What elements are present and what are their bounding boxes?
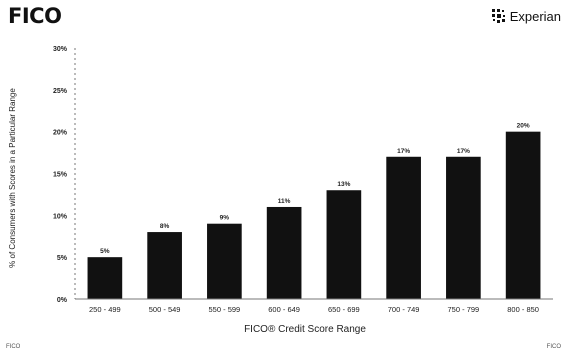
fico-logo: FICO [8, 4, 62, 28]
bar [386, 156, 421, 299]
y-tick-label: 25% [53, 88, 68, 95]
experian-wordmark: Experian [509, 8, 561, 24]
experian-logo: Experian [491, 8, 561, 24]
bar [147, 232, 182, 299]
x-axis-label: FICO® Credit Score Range [244, 324, 366, 335]
y-tick-label: 0% [57, 297, 68, 304]
footer-right-note: FICO [546, 344, 561, 350]
x-tick-label: 250 - 499 [89, 305, 121, 314]
x-tick-label: 500 - 549 [149, 305, 181, 314]
y-axis-label: % of Consumers with Scores in a Particul… [8, 88, 17, 268]
bar [87, 257, 123, 299]
y-tick-label: 30% [53, 46, 68, 53]
bar [505, 131, 541, 299]
bar-value-label: 11% [278, 198, 291, 205]
x-tick-label: 550 - 599 [209, 305, 241, 314]
bar-value-label: 20% [517, 123, 530, 130]
bar-value-label: 8% [160, 223, 170, 230]
x-tick-label: 700 - 749 [388, 305, 420, 314]
footer-left-note: FICO [6, 344, 21, 350]
x-tick-label: 800 - 850 [507, 305, 539, 314]
bar-value-label: 13% [337, 181, 350, 188]
bar-value-label: 9% [220, 215, 230, 222]
y-tick-label: 10% [53, 213, 68, 220]
y-tick-label: 20% [53, 130, 68, 137]
x-tick-label: 750 - 799 [448, 305, 480, 314]
bar [207, 223, 242, 299]
bar-value-label: 17% [457, 148, 470, 155]
bar [326, 190, 362, 299]
bar-value-label: 5% [100, 248, 110, 255]
experian-mark-icon [491, 9, 505, 23]
x-tick-label: 600 - 649 [268, 305, 300, 314]
x-tick-label: 650 - 699 [328, 305, 360, 314]
y-tick-label: 15% [53, 172, 68, 179]
bar [266, 206, 302, 299]
bar-value-label: 17% [397, 148, 410, 155]
y-tick-label: 5% [57, 255, 68, 262]
bar [446, 156, 481, 299]
